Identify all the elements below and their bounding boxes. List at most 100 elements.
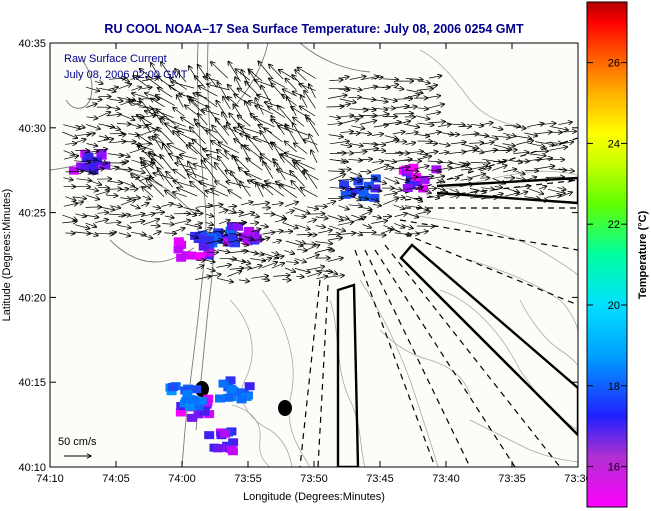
current-vector (538, 123, 556, 125)
current-vector (296, 161, 316, 170)
current-vector (274, 219, 287, 223)
colorbar-label: Temperature (°C) (637, 210, 649, 299)
sst-pixel (204, 235, 215, 244)
current-vector (362, 225, 372, 228)
current-vector (72, 186, 91, 187)
sst-pixel (213, 228, 224, 237)
current-vector (416, 176, 434, 178)
current-vector (97, 139, 113, 142)
current-vector (405, 170, 419, 171)
current-vector (405, 132, 419, 134)
x-tick-label: 74:10 (36, 473, 64, 485)
current-vector (558, 122, 572, 125)
current-vector (337, 179, 354, 180)
current-vector (86, 144, 98, 147)
current-vector (65, 143, 76, 144)
current-vector (201, 160, 217, 181)
current-vector (171, 228, 185, 233)
x-tick-label: 73:40 (432, 473, 460, 485)
current-vector (371, 144, 385, 145)
current-vector (307, 272, 321, 278)
current-vector (150, 225, 160, 226)
current-vector (63, 150, 75, 155)
current-vector (96, 159, 107, 163)
current-vector (237, 115, 251, 127)
current-vector (315, 206, 328, 207)
current-vector (157, 127, 175, 145)
current-vector (383, 108, 396, 109)
current-vector (142, 196, 151, 199)
current-vector (527, 123, 544, 128)
current-vector (128, 168, 146, 173)
current-vector (394, 213, 408, 217)
sst-pixel (411, 178, 422, 187)
current-vector (118, 152, 130, 157)
current-vector (394, 113, 413, 114)
current-vector (96, 233, 114, 234)
sst-pixel (198, 242, 209, 251)
current-vector (557, 188, 566, 190)
current-vector (558, 169, 575, 171)
current-vector (98, 87, 116, 91)
current-vector (372, 99, 388, 102)
current-vector (329, 187, 345, 189)
current-vector (284, 141, 297, 153)
current-vector (350, 178, 362, 181)
current-vector (197, 92, 218, 108)
sst-pixel (218, 379, 229, 388)
annotation-line-2: July 08, 2006 02:00 GMT (64, 69, 188, 81)
current-vector (105, 222, 121, 223)
current-vector (350, 152, 367, 154)
current-vector (469, 143, 484, 144)
current-vector (372, 108, 388, 110)
current-vector (117, 180, 135, 186)
current-vector (199, 182, 217, 188)
current-vector (271, 120, 286, 127)
current-vector (218, 220, 230, 225)
current-vector (152, 231, 161, 234)
sst-pixel (193, 402, 204, 411)
sst-pixel (212, 444, 223, 453)
current-vector (119, 161, 129, 163)
current-vector (131, 197, 140, 198)
current-vector (204, 158, 218, 171)
current-vector (349, 195, 361, 201)
current-vector (372, 204, 382, 205)
current-vector (130, 221, 145, 223)
current-vector (106, 195, 118, 196)
current-vector (120, 198, 131, 200)
current-vector (190, 127, 206, 145)
current-vector (404, 94, 419, 99)
current-vector (173, 192, 187, 197)
sst-pixel (431, 165, 442, 174)
current-vector (315, 248, 332, 253)
current-vector (513, 127, 526, 129)
current-vector (450, 165, 469, 170)
current-vector (212, 125, 228, 145)
current-vector (427, 122, 446, 123)
current-vector (461, 190, 478, 196)
current-vector (194, 76, 206, 89)
current-vector (425, 96, 441, 98)
current-vector (524, 197, 541, 199)
current-vector (339, 104, 351, 106)
sst-pixel (188, 395, 199, 404)
current-vector (139, 234, 153, 239)
current-vector (351, 217, 367, 223)
current-vector (503, 133, 516, 136)
current-vector (177, 188, 198, 197)
current-vector (261, 252, 279, 259)
current-vector (460, 179, 472, 181)
current-vector (483, 150, 497, 153)
current-vector (74, 161, 90, 163)
current-vector (372, 161, 383, 163)
sst-pixel (196, 397, 207, 406)
current-vector (273, 231, 283, 233)
current-vector (218, 232, 228, 236)
current-vector (416, 231, 429, 233)
current-vector (459, 184, 474, 188)
current-vector (86, 117, 98, 119)
current-vector (305, 245, 320, 251)
current-vector (161, 203, 174, 206)
current-vector (294, 268, 310, 272)
